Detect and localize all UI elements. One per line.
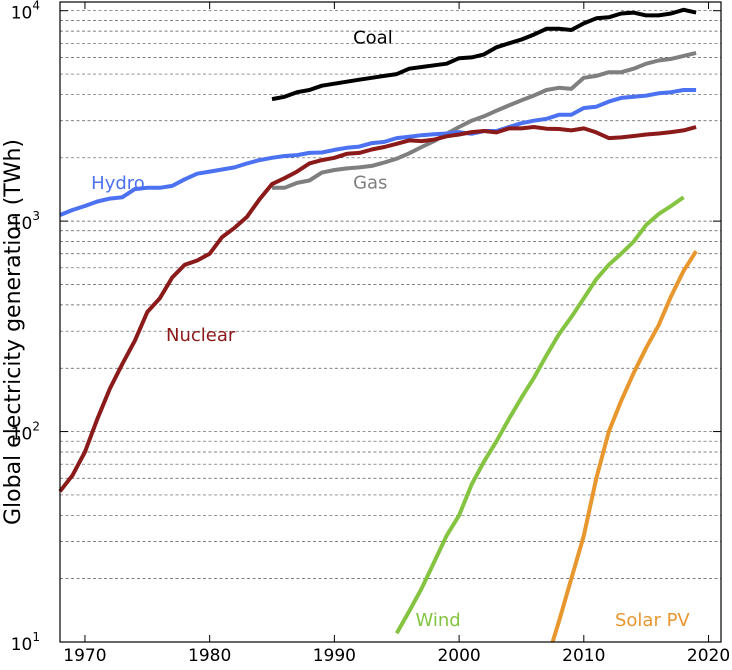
hydro-line — [59, 88, 697, 217]
plot-frame — [59, 1, 722, 643]
y-tick-exponent: 2 — [32, 420, 40, 434]
y-tick-base: 10 — [11, 214, 33, 234]
x-axis-ticks: 1970 1980 1990 2000 2010 2020 — [63, 2, 730, 666]
solar-pv-line — [550, 250, 698, 643]
x-tick-label: 1970 — [63, 646, 106, 665]
nuclear-line — [58, 125, 697, 493]
x-tick-label: 1990 — [313, 646, 356, 665]
y-axis-title: Global electricity generation (TWh) — [1, 139, 26, 525]
hydro-label: Hydro — [91, 173, 145, 194]
x-tick-label: 1980 — [188, 646, 231, 665]
y-tick-label: 102 — [11, 420, 40, 445]
wind-label: Wind — [415, 610, 460, 631]
series-lines — [58, 7, 698, 643]
y-tick-base: 10 — [11, 635, 33, 655]
gas-label: Gas — [353, 172, 387, 193]
y-tick-exponent: 3 — [32, 209, 40, 223]
x-tick-label: 2020 — [687, 646, 730, 665]
coal-line — [271, 7, 697, 102]
coal-label: Coal — [353, 27, 393, 48]
y-tick-exponent: 4 — [32, 0, 40, 13]
x-tick-label: 2010 — [562, 646, 605, 665]
wind-line — [394, 195, 685, 635]
gas-line — [272, 50, 697, 190]
solar-pv-label: Solar PV — [615, 610, 690, 631]
x-tick-label: 2000 — [437, 646, 480, 665]
y-tick-label: 103 — [11, 209, 40, 234]
y-tick-label: 104 — [11, 0, 40, 24]
y-tick-base: 10 — [11, 4, 33, 24]
nuclear-label: Nuclear — [166, 325, 236, 346]
series-labels: Coal Gas Hydro Nuclear Wind Solar PV — [91, 27, 690, 631]
y-tick-label: 101 — [11, 630, 40, 655]
y-tick-base: 10 — [11, 425, 33, 445]
y-tick-exponent: 1 — [32, 630, 40, 644]
